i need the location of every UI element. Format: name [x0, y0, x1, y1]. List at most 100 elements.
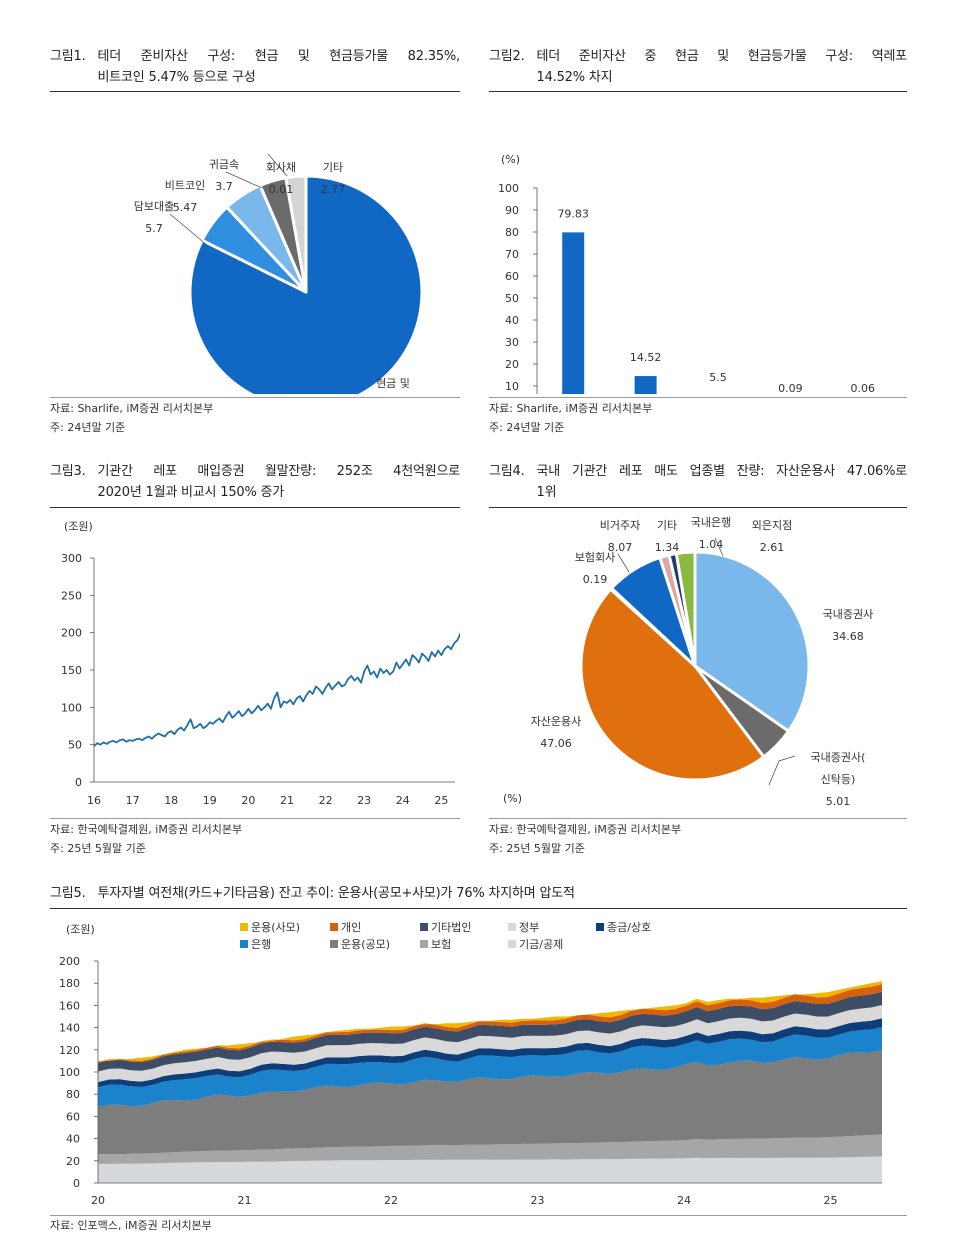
figure1-source: 자료: Sharlife, iM증권 리서치본부 — [50, 402, 214, 415]
fig5-legend-item-2: 기타법인 — [420, 919, 471, 935]
fig1-label-4-0: 회사채 — [266, 161, 296, 174]
fig4-label-2-0: 자산운용사 — [531, 715, 582, 728]
fig4-leader-0 — [768, 755, 796, 786]
fig3-xtick-6: 22 — [319, 794, 333, 807]
figure3-line-chart: (조원) 0 50 100 150 200 250 300 16 17 18 19 20 21 22 23 24… — [61, 520, 460, 807]
fig4-label-6-1: 1.04 — [699, 538, 724, 551]
fig3-series-line — [93, 632, 460, 747]
fig3-xtick-8: 24 — [396, 794, 410, 807]
fig5-area-6 — [98, 991, 882, 1072]
figure4-title-line2: 1위 — [536, 485, 557, 500]
fig5-legend-swatch-2 — [420, 923, 428, 931]
fig1-label-5-1: 2.77 — [321, 183, 346, 196]
fig5-ytick-120: 120 — [59, 1044, 80, 1057]
figure1-panel: 그림1. 테더 준비자산 구성: 현금 및 현금등가물 82.35%, 비트코인… — [50, 46, 460, 441]
fig4-leader-2 — [714, 537, 724, 557]
fig4-label-6-0: 국내은행 — [691, 516, 731, 529]
figure1-number: 그림1. — [50, 49, 86, 64]
fig5-legend-label-3: 정부 — [519, 921, 540, 934]
figure2-bottom-rule — [489, 397, 907, 398]
fig5-legend-label-1: 개인 — [341, 921, 362, 934]
fig5-legend-label-8: 기금/공제 — [519, 938, 564, 951]
fig5-area-4 — [98, 1018, 882, 1088]
figure3-title-line2: 2020년 1월과 비교시 150% 증가 — [97, 485, 285, 500]
fig1-label-3-1: 3.7 — [215, 180, 233, 193]
fig5-legend-swatch-1 — [330, 923, 338, 931]
fig5-area-7 — [98, 984, 882, 1063]
fig3-xtick-4: 20 — [241, 794, 255, 807]
fig5-legend-swatch-6 — [330, 940, 338, 948]
figure2-top-rule — [489, 91, 907, 92]
figure1-pie-chart: 현금 및현금등가물82.35담보대출5.7비트코인5.47귀금속3.7회사채0.… — [134, 153, 424, 394]
fig5-unit: (조원) — [66, 923, 95, 936]
fig5-area-1 — [98, 1134, 882, 1164]
figure3-top-rule — [50, 507, 460, 508]
fig2-bar-0 — [562, 232, 585, 394]
figure4-number: 그림4. — [489, 464, 525, 479]
fig5-area-2 — [98, 1050, 882, 1155]
figure2-title-line2: 14.52% 차지 — [536, 70, 613, 85]
fig4-label-0-0: 국내증권사 — [823, 608, 874, 621]
fig4-label-3-1: 0.19 — [583, 573, 608, 586]
fig4-slice-0 — [693, 550, 811, 733]
fig4-leader-1 — [617, 553, 630, 573]
fig2-ytick-30: 30 — [505, 336, 519, 349]
fig5-legend-item-6: 운용(공모) — [330, 936, 390, 952]
fig3-xtick-0: 16 — [87, 794, 101, 807]
fig4-slice-2 — [579, 587, 766, 782]
fig3-ytick-200: 200 — [61, 627, 82, 640]
fig4-label-7-0: 외은지점 — [752, 519, 792, 532]
figure1-title: 그림1. 테더 준비자산 구성: 현금 및 현금등가물 82.35%, 비트코인… — [50, 46, 460, 88]
fig5-xtick-4: 24 — [677, 1194, 691, 1207]
fig3-ytick-0: 0 — [75, 776, 82, 789]
fig5-area-0 — [98, 1156, 882, 1183]
fig1-label-2-0: 비트코인 — [165, 179, 205, 192]
fig5-legend-label-0: 운용(사모) — [251, 921, 301, 934]
fig3-unit: (조원) — [64, 520, 93, 533]
fig1-label-1-0: 담보대출 — [134, 200, 174, 213]
figure3-number: 그림3. — [50, 464, 86, 479]
fig3-xtick-7: 23 — [357, 794, 371, 807]
fig5-ytick-160: 160 — [59, 999, 80, 1012]
fig1-slice-0 — [188, 174, 424, 394]
fig5-xtick-2: 22 — [384, 1194, 398, 1207]
figure5-panel: 그림5. 투자자별 여전채(카드+기타금융) 잔고 추이: 운용사(공모+사모)… — [50, 883, 907, 1233]
fig4-label-3-0: 보험회사 — [575, 551, 615, 564]
figure1-footnote: 주: 24년말 기준 — [50, 421, 126, 434]
fig5-legend-label-4: 종금/상호 — [607, 921, 652, 934]
figure1-bottom-rule — [50, 397, 460, 398]
fig1-leader-2 — [267, 153, 288, 177]
figure2-title-line1: 테더 준비자산 중 현금 및 현금등가물 구성: 역레포 — [536, 49, 908, 64]
fig5-xtick-5: 25 — [824, 1194, 838, 1207]
figure3-panel: 그림3. 기관간 레포 매입증권 월말잔량: 252조 4천억원으로 2020년… — [50, 461, 460, 861]
fig5-ytick-80: 80 — [66, 1088, 80, 1101]
fig5-xtick-0: 20 — [91, 1194, 105, 1207]
fig4-label-1-0: 국내증권사( — [811, 751, 866, 764]
figure4-source: 자료: 한국예탁결제원, iM증권 리서치본부 — [489, 823, 682, 836]
fig2-ytick-10: 10 — [505, 380, 519, 393]
fig4-label-4-1: 8.07 — [608, 541, 633, 554]
fig1-label-1-1: 5.7 — [145, 222, 163, 235]
fig5-legend-label-6: 운용(공모) — [341, 938, 391, 951]
fig3-ytick-100: 100 — [61, 701, 82, 714]
fig5-area-3 — [98, 1027, 882, 1107]
figure2-number: 그림2. — [489, 49, 525, 64]
figure5-title-line1: 투자자별 여전채(카드+기타금융) 잔고 추이: 운용사(공모+사모)가 76%… — [97, 886, 575, 901]
figure3-source: 자료: 한국예탁결제원, iM증권 리서치본부 — [50, 823, 243, 836]
fig5-xtick-3: 23 — [531, 1194, 545, 1207]
fig4-label-5-1: 1.34 — [655, 541, 680, 554]
fig2-ytick-20: 20 — [505, 358, 519, 371]
figure4-pie-chart: 국내증권사 34.68 국내증권사(신탁등) 5.01 자산운용사 47.06 보험회사 0.… — [503, 516, 874, 808]
fig5-legend-swatch-4 — [596, 923, 604, 931]
fig1-label-4-1: 0.01 — [269, 183, 294, 196]
figure4-title: 그림4. 국내 기관간 레포 매도 업종별 잔량: 자산운용사 47.06%로 … — [489, 461, 907, 503]
fig5-ytick-20: 20 — [66, 1155, 80, 1168]
figure3-footnote: 주: 25년 5월말 기준 — [50, 842, 146, 855]
fig1-leader-1 — [225, 171, 263, 189]
fig5-legend-swatch-0 — [240, 923, 248, 931]
fig5-ytick-100: 100 — [59, 1066, 80, 1079]
fig5-legend-swatch-5 — [240, 940, 248, 948]
figure1-title-line2: 비트코인 5.47% 등으로 구성 — [97, 70, 256, 85]
fig1-leader-0 — [169, 213, 209, 247]
figure4-panel: 그림4. 국내 기관간 레포 매도 업종별 잔량: 자산운용사 47.06%로 … — [489, 461, 907, 861]
